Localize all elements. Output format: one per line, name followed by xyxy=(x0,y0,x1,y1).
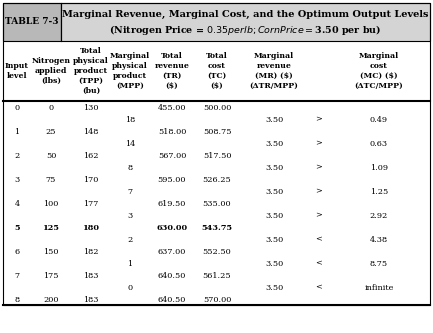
Text: 637.00: 637.00 xyxy=(158,247,186,255)
Text: 595.00: 595.00 xyxy=(158,175,186,183)
Text: 561.25: 561.25 xyxy=(203,271,231,279)
Text: >: > xyxy=(316,187,323,195)
Text: 3.50: 3.50 xyxy=(265,211,283,219)
Text: 162: 162 xyxy=(83,152,99,160)
Bar xyxy=(3,41,430,101)
Text: >: > xyxy=(316,116,323,124)
Text: 1.09: 1.09 xyxy=(370,164,388,171)
Text: 535.00: 535.00 xyxy=(203,199,231,207)
Text: 570.00: 570.00 xyxy=(203,295,231,303)
Text: 3: 3 xyxy=(14,175,19,183)
Text: Marginal
physical
product
(MPP): Marginal physical product (MPP) xyxy=(110,52,150,90)
Text: 6: 6 xyxy=(14,247,19,255)
Text: 150: 150 xyxy=(43,247,59,255)
Text: >: > xyxy=(316,164,323,171)
Text: 567.00: 567.00 xyxy=(158,152,186,160)
Text: TABLE 7-3: TABLE 7-3 xyxy=(5,18,59,27)
Text: 1: 1 xyxy=(14,128,19,136)
Text: 182: 182 xyxy=(83,247,99,255)
Text: 552.50: 552.50 xyxy=(203,247,231,255)
Text: 0: 0 xyxy=(14,104,19,112)
Text: 3.50: 3.50 xyxy=(265,235,283,243)
Text: 3.50: 3.50 xyxy=(265,259,283,267)
Bar xyxy=(3,3,61,41)
Text: 3.50: 3.50 xyxy=(265,283,283,291)
Text: 1: 1 xyxy=(127,259,132,267)
Text: Total
revenue
(TR)
($): Total revenue (TR) ($) xyxy=(155,52,190,90)
Text: 0: 0 xyxy=(48,104,54,112)
Text: 0: 0 xyxy=(127,283,132,291)
Text: 508.75: 508.75 xyxy=(203,128,231,136)
Text: 170: 170 xyxy=(83,175,99,183)
Text: 526.25: 526.25 xyxy=(203,175,231,183)
Text: 3.50: 3.50 xyxy=(265,187,283,195)
Text: <: < xyxy=(316,259,323,267)
Text: 4: 4 xyxy=(14,199,19,207)
Text: <: < xyxy=(316,235,323,243)
Text: 3.50: 3.50 xyxy=(265,116,283,124)
Text: 517.50: 517.50 xyxy=(203,152,231,160)
Text: 75: 75 xyxy=(46,175,56,183)
Text: 500.00: 500.00 xyxy=(203,104,231,112)
Text: (Nitrogen Price = $0.35 per lb; Corn Price = $3.50 per bu): (Nitrogen Price = $0.35 per lb; Corn Pri… xyxy=(110,23,381,37)
Text: 543.75: 543.75 xyxy=(201,223,233,231)
Text: 180: 180 xyxy=(83,223,100,231)
Text: 2.92: 2.92 xyxy=(370,211,388,219)
Text: 3: 3 xyxy=(127,211,132,219)
Text: 7: 7 xyxy=(127,187,132,195)
Text: Marginal
cost
(MC) ($)
(ΔTC/MPP): Marginal cost (MC) ($) (ΔTC/MPP) xyxy=(355,52,404,90)
Text: 619.50: 619.50 xyxy=(158,199,186,207)
Text: 100: 100 xyxy=(43,199,59,207)
Text: 50: 50 xyxy=(46,152,56,160)
Text: 2: 2 xyxy=(14,152,19,160)
Text: 18: 18 xyxy=(125,116,135,124)
Text: 175: 175 xyxy=(43,271,59,279)
Text: 8: 8 xyxy=(127,164,132,171)
Text: 640.50: 640.50 xyxy=(158,271,186,279)
Text: 0.49: 0.49 xyxy=(370,116,388,124)
Text: 1.25: 1.25 xyxy=(370,187,388,195)
Text: 3.50: 3.50 xyxy=(265,140,283,148)
Text: 2: 2 xyxy=(127,235,132,243)
Text: 630.00: 630.00 xyxy=(156,223,187,231)
Text: 8.75: 8.75 xyxy=(370,259,388,267)
Text: >: > xyxy=(316,140,323,148)
Text: 8: 8 xyxy=(14,295,19,303)
Text: Total
cost
(TC)
($): Total cost (TC) ($) xyxy=(206,52,228,90)
Text: 130: 130 xyxy=(83,104,99,112)
Text: 3.50: 3.50 xyxy=(265,164,283,171)
Text: 14: 14 xyxy=(125,140,135,148)
Text: Marginal
revenue
(MR) ($)
(ΔTR/MPP): Marginal revenue (MR) ($) (ΔTR/MPP) xyxy=(249,52,298,90)
Text: Marginal Revenue, Marginal Cost, and the Optimum Output Levels: Marginal Revenue, Marginal Cost, and the… xyxy=(62,10,429,19)
Text: Total
physical
product
(TPP)
(bu): Total physical product (TPP) (bu) xyxy=(73,47,109,95)
Text: <: < xyxy=(316,283,323,291)
Text: 0.63: 0.63 xyxy=(370,140,388,148)
Text: Nitrogen
applied
(lbs): Nitrogen applied (lbs) xyxy=(32,57,71,85)
Bar xyxy=(61,3,430,41)
Text: 183: 183 xyxy=(83,295,99,303)
Text: 455.00: 455.00 xyxy=(158,104,186,112)
Text: Input
level: Input level xyxy=(5,62,29,80)
Text: 200: 200 xyxy=(43,295,59,303)
Text: 148: 148 xyxy=(83,128,99,136)
Text: 125: 125 xyxy=(42,223,59,231)
Text: 518.00: 518.00 xyxy=(158,128,186,136)
Text: 4.38: 4.38 xyxy=(370,235,388,243)
Text: infinite: infinite xyxy=(364,283,394,291)
Text: 25: 25 xyxy=(46,128,56,136)
Text: 7: 7 xyxy=(14,271,19,279)
Text: 5: 5 xyxy=(14,223,20,231)
Text: >: > xyxy=(316,211,323,219)
Text: 183: 183 xyxy=(83,271,99,279)
Text: 640.50: 640.50 xyxy=(158,295,186,303)
Text: 177: 177 xyxy=(83,199,99,207)
